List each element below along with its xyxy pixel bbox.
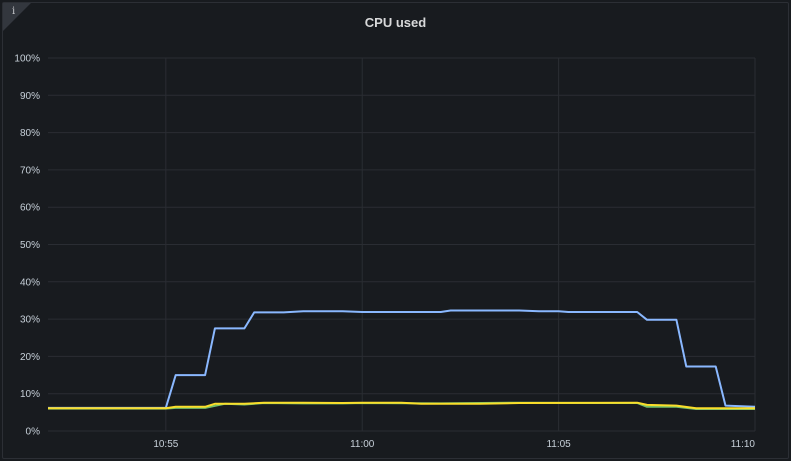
x-tick-label: 11:00 <box>350 439 375 450</box>
y-tick-label: 70% <box>20 165 40 176</box>
y-tick-label: 60% <box>20 203 40 214</box>
series-line-3[interactable] <box>48 401 755 410</box>
y-tick-label: 90% <box>20 91 40 102</box>
x-axis-tick-labels: 10:55 11:00 11:05 11:10 <box>153 439 755 450</box>
y-tick-label: 40% <box>20 277 40 288</box>
y-tick-label: 0% <box>26 427 41 438</box>
panel-title[interactable]: CPU used <box>364 15 427 30</box>
y-axis-tick-labels: 0% 10% 20% 30% 40% 50% 60% 70% 80% 90% 100% <box>14 54 40 438</box>
series-line-1[interactable] <box>48 309 756 409</box>
chart-series <box>48 309 756 410</box>
info-icon[interactable]: i <box>12 6 16 17</box>
info-corner[interactable] <box>3 3 31 31</box>
y-tick-label: 10% <box>20 389 40 400</box>
y-tick-label: 80% <box>20 128 40 139</box>
x-tick-label: 11:05 <box>546 439 571 450</box>
y-tick-label: 20% <box>20 352 40 363</box>
x-tick-label: 10:55 <box>153 439 178 450</box>
chart-grid <box>48 57 756 432</box>
y-tick-label: 50% <box>20 240 40 251</box>
x-tick-label: 11:10 <box>731 439 756 450</box>
y-tick-label: 30% <box>20 315 40 326</box>
y-tick-label: 100% <box>14 54 40 65</box>
